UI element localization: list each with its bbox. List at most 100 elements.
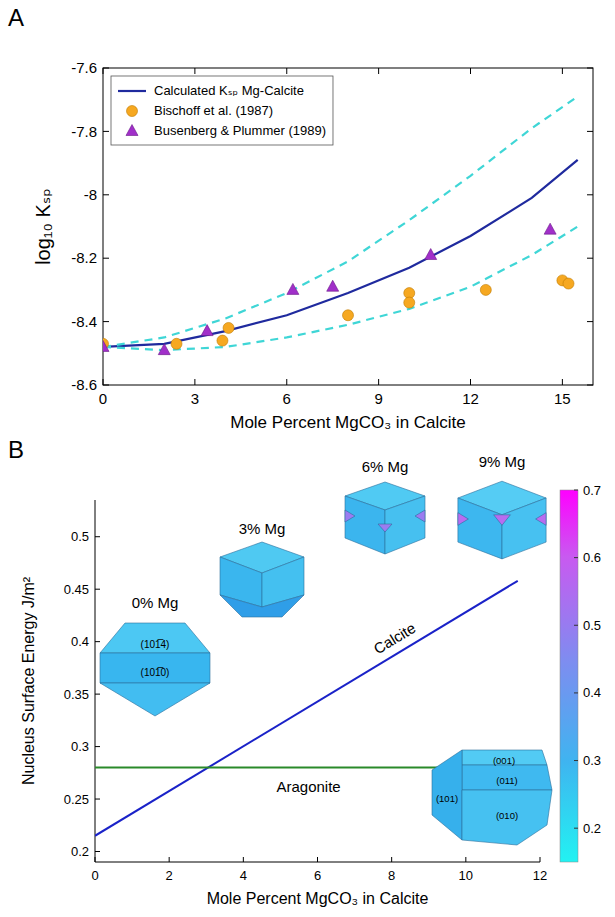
series-label: Aragonite bbox=[276, 778, 340, 795]
data-point bbox=[544, 223, 556, 234]
x-tick-label: 0 bbox=[99, 390, 107, 407]
data-point bbox=[217, 335, 228, 346]
x-tick-label: 6 bbox=[283, 390, 291, 407]
crystal-face bbox=[458, 498, 502, 559]
y-tick bbox=[95, 536, 100, 537]
crystal-face bbox=[100, 623, 210, 653]
data-point bbox=[158, 344, 170, 355]
data-point bbox=[563, 278, 574, 289]
y-tick bbox=[587, 68, 593, 69]
data-point bbox=[201, 325, 213, 336]
y-tick bbox=[103, 258, 109, 259]
x-tick bbox=[470, 379, 471, 385]
x-tick bbox=[562, 68, 563, 74]
series-line bbox=[103, 160, 578, 347]
x-tick-label: 10 bbox=[459, 868, 473, 883]
y-axis-title: log₁₀ Kₛₚ bbox=[32, 188, 54, 265]
series-line bbox=[95, 581, 518, 836]
y-tick bbox=[103, 321, 109, 322]
x-tick bbox=[169, 857, 170, 862]
colorbar-tick bbox=[574, 557, 578, 558]
data-point bbox=[480, 284, 491, 295]
crystal-inset: 3% Mg bbox=[220, 520, 304, 617]
series-label: Calcite bbox=[371, 619, 419, 657]
y-tick bbox=[587, 194, 593, 195]
panel: 03691215-8.6-8.4-8.2-8-7.8-7.6Mole Perce… bbox=[8, 4, 593, 432]
y-tick-label: 0.2 bbox=[71, 844, 89, 859]
y-tick bbox=[95, 641, 100, 642]
x-axis-title: Mole Percent MgCO₃ in Calcite bbox=[207, 890, 429, 907]
x-tick-label: 3 bbox=[191, 390, 199, 407]
legend-label: Busenberg & Plummer (1989) bbox=[154, 123, 326, 138]
legend: Calculated Kₛₚ Mg-CalciteBischoff et al.… bbox=[111, 76, 333, 145]
x-tick bbox=[317, 857, 318, 862]
crystal-face bbox=[100, 653, 210, 683]
y-tick-label: 0.25 bbox=[64, 792, 89, 807]
x-tick bbox=[194, 379, 195, 385]
y-tick-label: 0.4 bbox=[71, 634, 89, 649]
x-tick-label: 2 bbox=[166, 868, 173, 883]
y-tick bbox=[95, 799, 100, 800]
colorbar-group: 0.20.30.40.50.60.7 bbox=[560, 483, 601, 863]
y-tick bbox=[103, 68, 109, 69]
face-label: (101̅0) bbox=[141, 667, 170, 678]
y-axis-title: Nucleus Surface Energy J/m² bbox=[20, 576, 37, 785]
x-tick bbox=[286, 379, 287, 385]
y-tick-label: -8.2 bbox=[71, 249, 97, 266]
figure: 03691215-8.6-8.4-8.2-8-7.8-7.6Mole Perce… bbox=[0, 0, 615, 917]
crystal-face bbox=[502, 498, 546, 559]
face-label: (001) bbox=[493, 755, 515, 766]
inset-label: 0% Mg bbox=[132, 594, 179, 611]
data-point bbox=[171, 338, 182, 349]
crystal-face bbox=[415, 510, 425, 522]
colorbar-tick-label: 0.4 bbox=[583, 685, 601, 700]
data-point bbox=[327, 280, 339, 291]
crystal-face bbox=[432, 750, 462, 840]
colorbar-tick bbox=[574, 828, 578, 829]
data-point bbox=[404, 297, 415, 308]
y-tick bbox=[103, 131, 109, 132]
face-label: (101) bbox=[436, 793, 458, 804]
face-label: (010) bbox=[496, 810, 518, 821]
crystal-face bbox=[462, 790, 552, 845]
panel-letter: B bbox=[8, 436, 24, 463]
y-tick-label: -7.8 bbox=[71, 123, 97, 140]
legend-box bbox=[111, 76, 333, 145]
y-tick bbox=[587, 321, 593, 322]
y-tick-label: 0.5 bbox=[71, 529, 89, 544]
x-tick-label: 12 bbox=[533, 868, 547, 883]
x-axis-title: Mole Percent MgCO₃ in Calcite bbox=[230, 413, 466, 432]
y-tick bbox=[103, 194, 109, 195]
y-tick bbox=[95, 694, 100, 695]
colorbar-tick bbox=[574, 625, 578, 626]
colorbar-tick-label: 0.5 bbox=[583, 618, 601, 633]
colorbar-tick-label: 0.7 bbox=[583, 483, 601, 498]
crystal-inset: 6% Mg bbox=[345, 458, 425, 554]
x-tick bbox=[465, 857, 466, 862]
data-point bbox=[343, 310, 354, 321]
colorbar-tick bbox=[574, 490, 578, 491]
y-tick-label: 0.45 bbox=[64, 582, 89, 597]
crystal-face bbox=[462, 765, 552, 790]
crystal-inset: (001)(011)(101)(010) bbox=[432, 750, 552, 845]
legend-swatch bbox=[118, 90, 146, 92]
x-tick bbox=[378, 379, 379, 385]
crystal-face bbox=[458, 513, 469, 526]
panel: 0246810120.20.250.30.350.40.450.5Mole Pe… bbox=[8, 436, 601, 907]
y-tick bbox=[95, 589, 100, 590]
series-line bbox=[103, 97, 578, 347]
y-tick bbox=[95, 851, 100, 852]
x-tick-label: 9 bbox=[374, 390, 382, 407]
y-axis-line bbox=[95, 500, 96, 862]
x-tick-label: 4 bbox=[240, 868, 247, 883]
crystal-inset: (101̅4)(101̅0)0% Mg bbox=[100, 594, 210, 716]
legend-label: Calculated Kₛₚ Mg-Calcite bbox=[154, 83, 304, 98]
data-point bbox=[223, 322, 234, 333]
y-tick-label: -7.6 bbox=[71, 59, 97, 76]
x-tick-label: 0 bbox=[91, 868, 98, 883]
y-tick-label: 0.35 bbox=[64, 687, 89, 702]
crystal-face bbox=[220, 595, 304, 617]
crystal-inset: 9% Mg bbox=[458, 453, 546, 559]
x-tick bbox=[540, 857, 541, 862]
x-tick bbox=[470, 68, 471, 74]
